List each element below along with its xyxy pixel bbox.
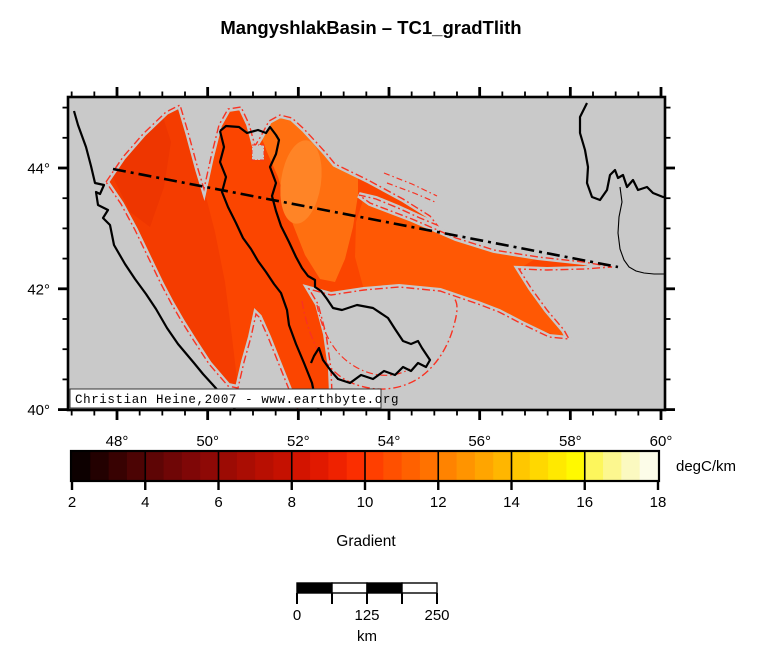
- colorbar-tick-label: 18: [650, 494, 667, 511]
- latitude-ticks: [58, 106, 675, 412]
- coastline-west: [72, 110, 237, 410]
- horn-sliver-contour: [383, 172, 438, 203]
- lon-tick-label: 48°: [106, 433, 129, 450]
- colorbar-cell: [584, 452, 604, 480]
- colorbar-cell: [291, 452, 311, 480]
- basin-shade-west-edge: [112, 117, 171, 227]
- colorbar-cell: [218, 452, 238, 480]
- basin-shade-east-band: [355, 197, 569, 339]
- basin-shade-patches: [106, 105, 569, 388]
- cross-section-line: [112, 167, 619, 269]
- colorbar-tick-label: 12: [430, 494, 447, 511]
- lon-tick-label: 58°: [559, 433, 582, 450]
- colorbar-cell: [126, 452, 146, 480]
- colorbar-cell: [621, 452, 641, 480]
- coastline-east: [578, 102, 665, 202]
- longitude-ticks: [70, 87, 663, 420]
- colorbar-cell: [566, 452, 586, 480]
- colorbar-cell: [438, 452, 458, 480]
- colorbar-unit-label: degC/km: [676, 458, 736, 475]
- colorbar-cell: [511, 452, 531, 480]
- colorbar-frame: [69, 449, 661, 483]
- colorbar-cell: [456, 452, 476, 480]
- basin-contour: [105, 104, 613, 410]
- colorbar-cell: [419, 452, 439, 480]
- river-line: [617, 186, 665, 275]
- coastline-gulf-arm: [218, 130, 320, 410]
- colorbar-cell: [529, 452, 549, 480]
- axis-labels: 48° 50° 52° 54° 56° 58° 60° 44° 42° 40°: [27, 161, 672, 451]
- colorbar-cell: [328, 452, 348, 480]
- scale-bar: 0 125 250: [293, 582, 450, 624]
- scalebar-tick-label: 250: [424, 607, 449, 624]
- map-interior: Christian Heine,2007 - www.earthbyte.org: [68, 97, 665, 410]
- colorbar-tick-label: 16: [576, 494, 593, 511]
- scalebar-segment: [366, 582, 403, 594]
- enclosed-gray-cell: [251, 144, 265, 161]
- lat-tick-label: 44°: [27, 161, 50, 178]
- basin-shade-northeast-core: [280, 140, 322, 224]
- colorbar-tick-label: 4: [141, 494, 149, 511]
- scalebar-segment: [331, 582, 368, 594]
- colorbar-tick-label: 2: [68, 494, 76, 511]
- lon-tick-label: 50°: [196, 433, 219, 450]
- colorbar: 2 4 6 8 10 12 14 16 18: [68, 452, 667, 511]
- colorbar-tick-label: 6: [214, 494, 222, 511]
- colorbar-cell: [493, 452, 512, 480]
- colorbar-cell: [181, 452, 201, 480]
- colorbar-cell: [548, 452, 567, 480]
- colorbar-cell: [236, 452, 256, 480]
- colorbar-tick-label: 14: [503, 494, 520, 511]
- colorbar-cell: [72, 452, 91, 480]
- colorbar-cell: [108, 452, 128, 480]
- colorbar-tick-label: 8: [288, 494, 296, 511]
- colorbar-cell: [346, 452, 366, 480]
- lon-tick-label: 52°: [287, 433, 310, 450]
- lat-tick-label: 40°: [27, 402, 50, 419]
- copyright-text: Christian Heine,2007 - www.earthbyte.org: [75, 393, 399, 407]
- scalebar-tick-label: 125: [354, 607, 379, 624]
- colorbar-axis-label: Gradient: [336, 533, 396, 550]
- coastline-peninsula: [219, 124, 432, 385]
- colorbar-cell: [401, 452, 421, 480]
- colorbar-cell: [383, 452, 403, 480]
- colorbar-cell: [145, 452, 165, 480]
- figure-title: MangyshlakBasin – TC1_gradTlith: [220, 17, 521, 38]
- colorbar-cell: [474, 452, 494, 480]
- colorbar-cell: [90, 452, 110, 480]
- scalebar-unit-label: km: [357, 628, 377, 645]
- colorbar-cell: [273, 452, 293, 480]
- lat-tick-label: 42°: [27, 281, 50, 298]
- colorbar-cell: [365, 452, 384, 480]
- colorbar-cell: [200, 452, 219, 480]
- peninsula-contour-outer: [301, 297, 458, 390]
- scalebar-tick-label: 0: [293, 607, 301, 624]
- scalebar-segment: [401, 582, 438, 594]
- colorbar-cell: [639, 452, 659, 480]
- lon-tick-label: 56°: [468, 433, 491, 450]
- colorbar-cell: [163, 452, 183, 480]
- colorbar-cell: [310, 452, 329, 480]
- colorbar-cell: [255, 452, 274, 480]
- lon-tick-label: 60°: [650, 433, 673, 450]
- copyright-box: [69, 388, 382, 409]
- lon-tick-label: 54°: [378, 433, 401, 450]
- colorbar-tick-label: 10: [357, 494, 374, 511]
- colorbar-cell: [603, 452, 622, 480]
- scalebar-segment: [296, 582, 333, 594]
